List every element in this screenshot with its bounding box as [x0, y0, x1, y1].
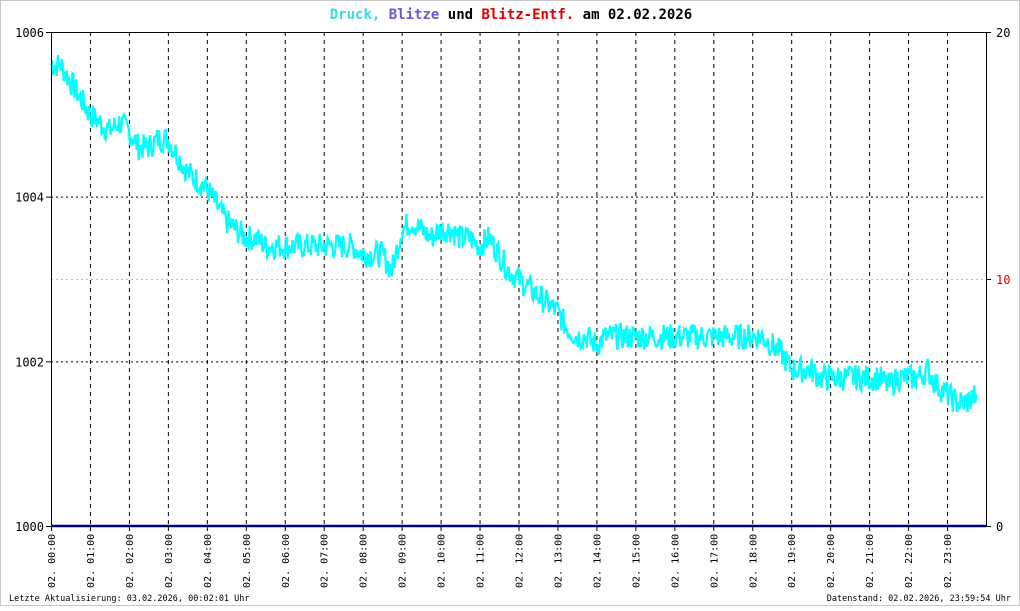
chart-title: Druck, Blitze und Blitz-Entf. am 02.02.2…: [330, 7, 692, 23]
title-part: Blitze: [380, 7, 439, 23]
y-left-tick-label: 1000: [15, 520, 44, 534]
x-tick-label: 02. 04:00: [203, 534, 214, 588]
footer-data-status: Datenstand: 02.02.2026, 23:59:54 Uhr: [826, 594, 1011, 604]
x-tick-label: 02. 20:00: [826, 534, 837, 588]
x-tick-label: 02. 21:00: [865, 534, 876, 588]
x-tick-label: 02. 05:00: [242, 534, 253, 588]
x-tick-label: 02. 17:00: [709, 534, 720, 588]
footer-last-update: Letzte Aktualisierung: 03.02.2026, 00:02…: [9, 594, 250, 604]
x-tick-label: 02. 19:00: [787, 534, 798, 588]
x-tick-label: 02. 11:00: [476, 534, 487, 588]
x-tick-label: 02. 03:00: [164, 534, 175, 588]
title-part: und: [439, 7, 473, 23]
x-tick-label: 02. 00:00: [47, 534, 58, 588]
y-left-tick-label: 1006: [15, 26, 44, 40]
title-part: Druck,: [330, 7, 381, 23]
x-tick-label: 02. 14:00: [592, 534, 603, 588]
x-tick-label: 02. 10:00: [437, 534, 448, 588]
x-tick-label: 02. 12:00: [515, 534, 526, 588]
title-part: am 02.02.2026: [574, 7, 692, 23]
y-left-tick-label: 1004: [15, 191, 44, 205]
y-left-tick-label: 1002: [15, 355, 44, 369]
y-right-tick-label: 20: [996, 26, 1010, 40]
title-part: Blitz-Entf.: [473, 7, 574, 23]
y-right-tick-label: 0: [996, 520, 1003, 534]
y-left-axis: 1000 1002 1004 1006: [15, 26, 51, 534]
x-tick-label: 02. 08:00: [359, 534, 370, 588]
x-tick-label: 02. 02:00: [125, 534, 136, 588]
series-druck-line: [50, 54, 978, 413]
title-text: Druck, Blitze und Blitz-Entf. am 02.02.2…: [330, 7, 692, 23]
x-axis: 02. 00:00 02. 01:00 02. 02:00 02. 03:00 02. …: [47, 526, 954, 588]
y-right-tick-label: 10: [996, 273, 1010, 287]
x-tick-label: 02. 16:00: [670, 534, 681, 588]
x-tick-label: 02. 15:00: [631, 534, 642, 588]
x-tick-label: 02. 13:00: [553, 534, 564, 588]
x-tick-label: 02. 06:00: [281, 534, 292, 588]
x-tick-label: 02. 09:00: [398, 534, 409, 588]
x-tick-label: 02. 07:00: [320, 534, 331, 588]
x-tick-label: 02. 18:00: [748, 534, 759, 588]
x-tick-label: 02. 22:00: [904, 534, 915, 588]
x-tick-label: 02. 23:00: [943, 534, 954, 588]
grid: [51, 32, 986, 526]
y-right-axis: 0 10 20: [986, 26, 1010, 534]
x-tick-label: 02. 01:00: [86, 534, 97, 588]
